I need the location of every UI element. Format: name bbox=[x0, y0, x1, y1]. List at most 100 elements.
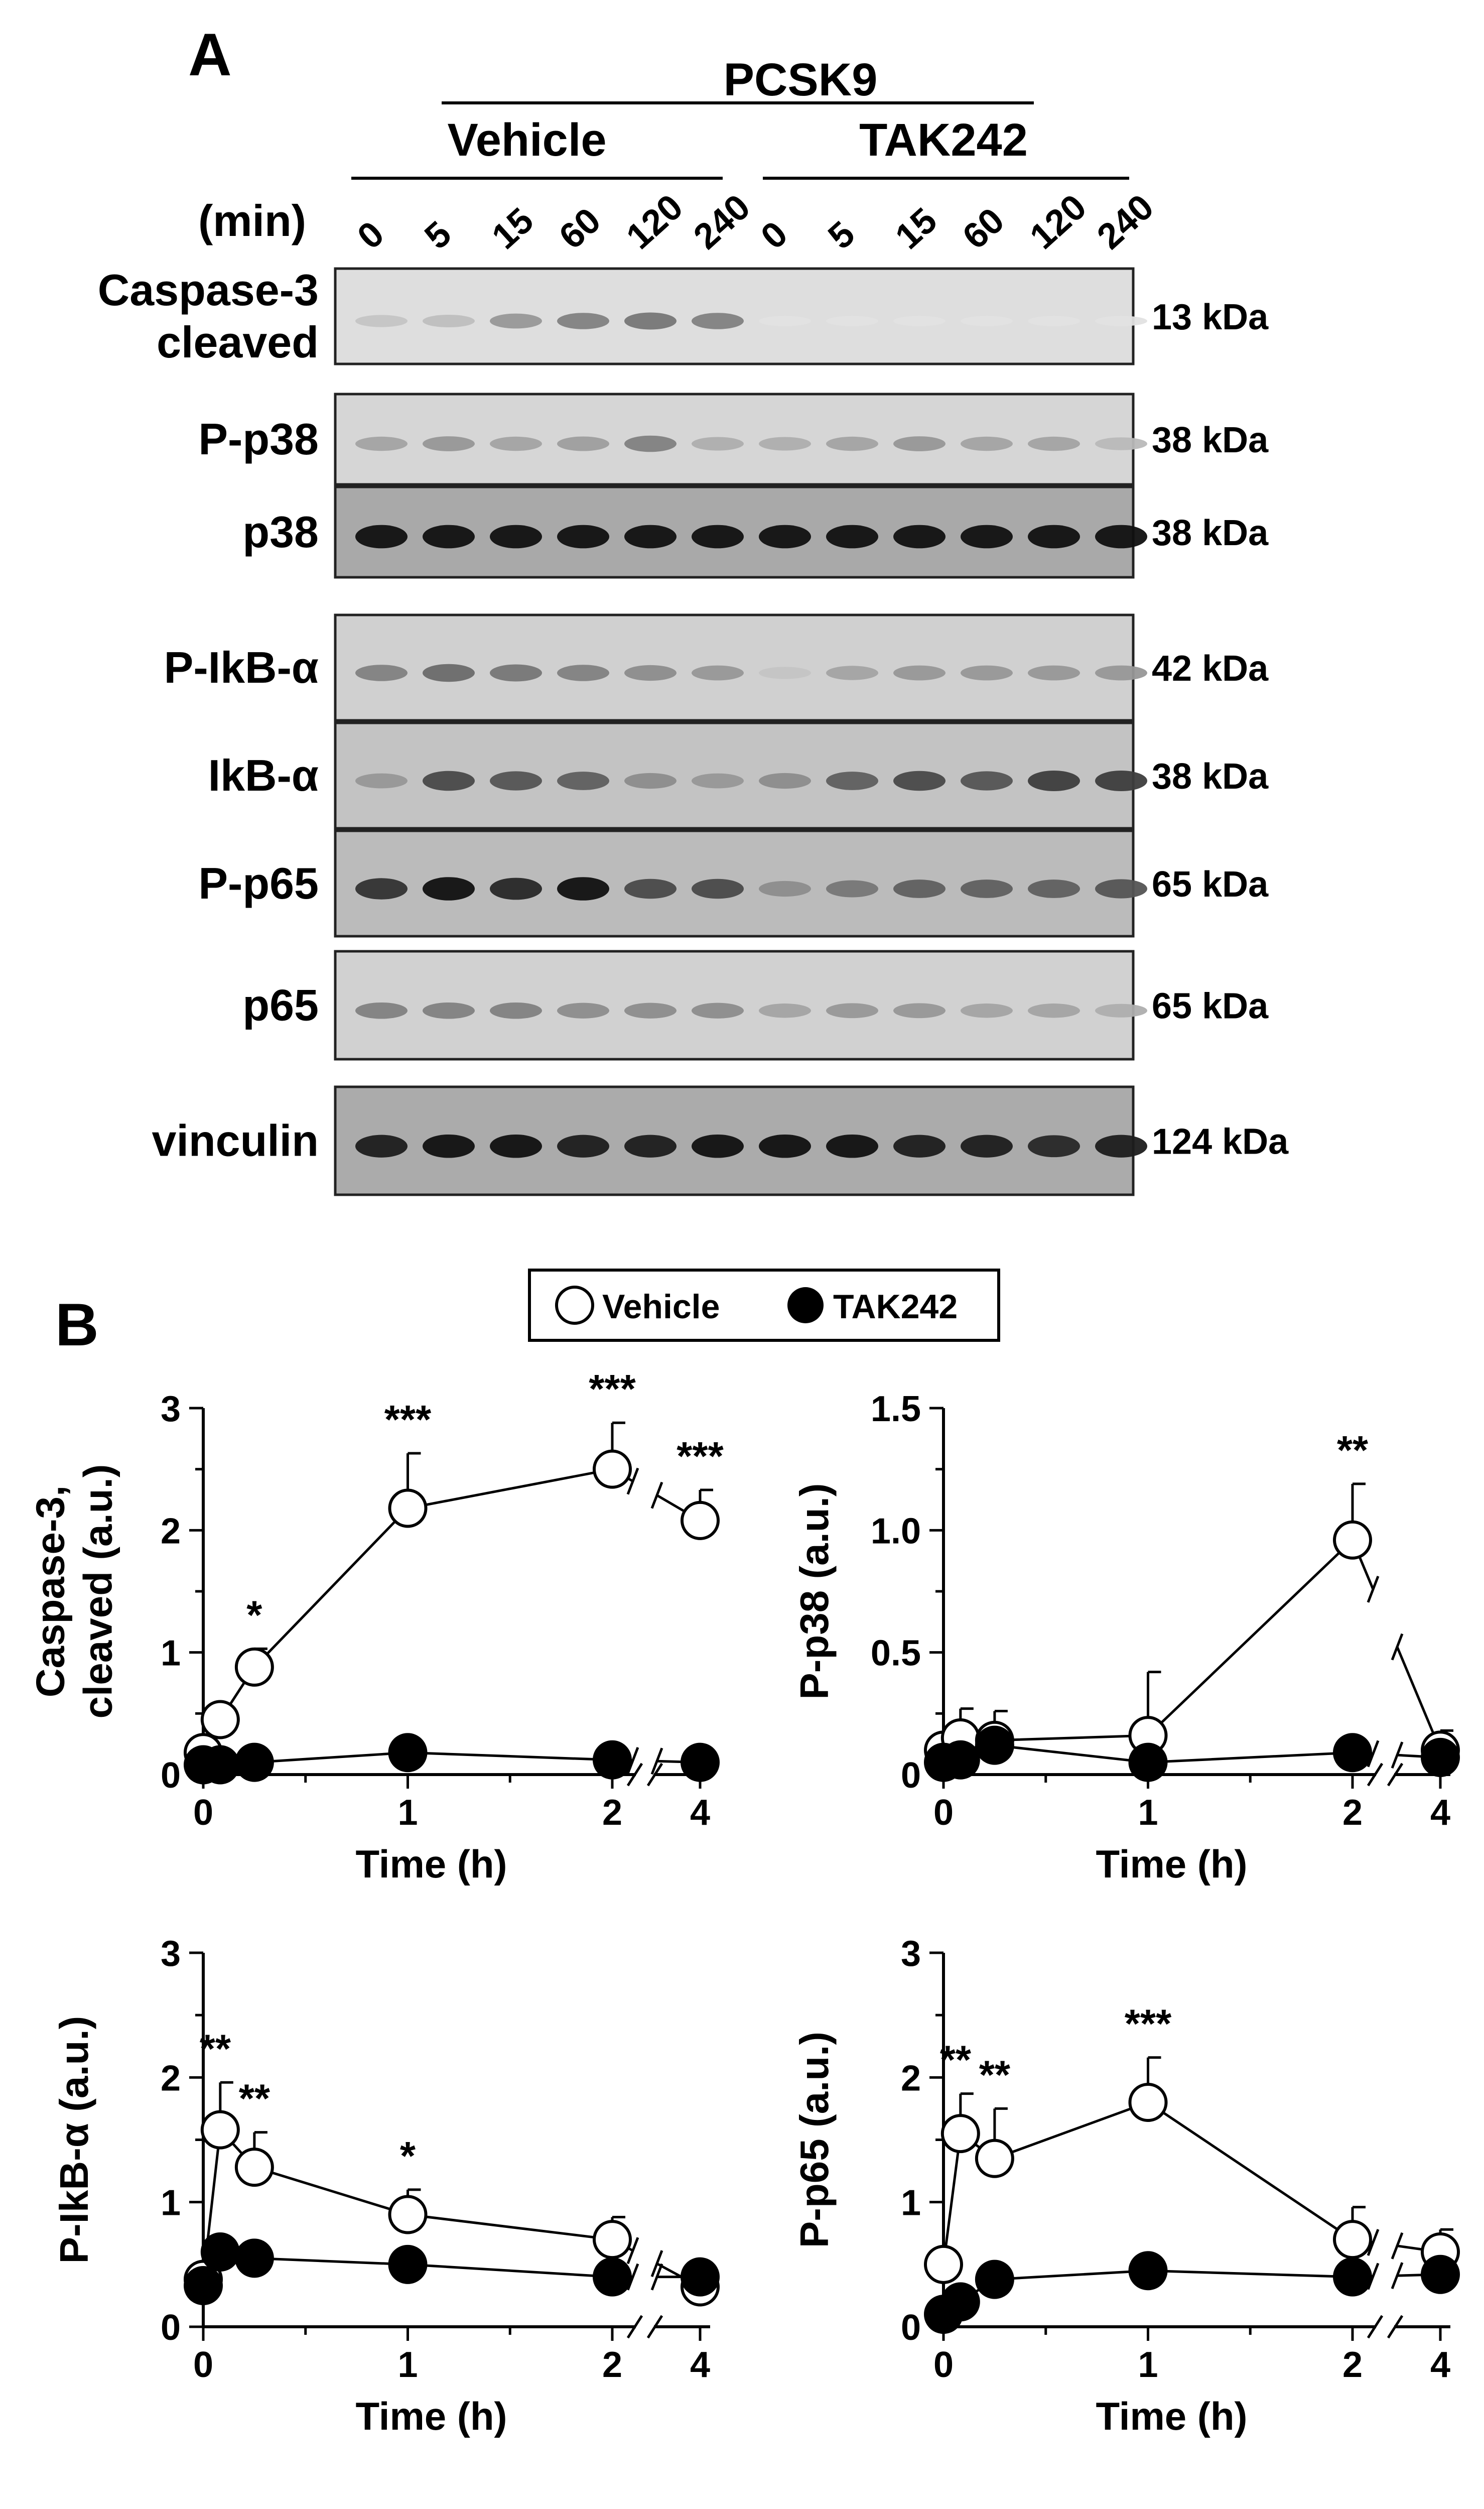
axis-break-mark bbox=[1367, 2315, 1384, 2339]
x-tick-label: 0 bbox=[193, 2345, 213, 2385]
time-point-label: 240 bbox=[1090, 187, 1161, 257]
line-break-mark bbox=[1391, 2232, 1404, 2260]
blot-band bbox=[692, 879, 744, 899]
data-point-tak242 bbox=[234, 2238, 274, 2278]
axis-break-mark bbox=[1387, 2315, 1404, 2339]
blot-band bbox=[624, 312, 677, 330]
blot-band bbox=[557, 877, 609, 901]
x-tick-label: 1 bbox=[1138, 2345, 1158, 2385]
blot-band bbox=[490, 664, 542, 682]
blot-band bbox=[355, 1002, 408, 1019]
blot-band bbox=[961, 525, 1013, 549]
blot-row-label: p65 bbox=[242, 980, 319, 1030]
series-vehicle bbox=[184, 2081, 720, 2307]
data-point-vehicle bbox=[200, 2110, 240, 2150]
blot-band bbox=[624, 665, 677, 681]
line-break-mark bbox=[1391, 1741, 1404, 1769]
x-axis-label: Time (h) bbox=[1096, 1842, 1248, 1886]
series-vehicle bbox=[184, 1421, 720, 1773]
y-tick-label: 0.5 bbox=[871, 1634, 921, 1674]
line-break-mark bbox=[650, 2263, 663, 2291]
data-point-tak242 bbox=[1421, 1737, 1460, 1777]
blot-band bbox=[826, 880, 878, 898]
blot-band bbox=[893, 525, 946, 549]
significance-marker: ** bbox=[200, 2026, 231, 2071]
blot-row-label: p38 bbox=[242, 507, 319, 557]
blot-band bbox=[759, 1134, 811, 1158]
blot-band bbox=[759, 1003, 811, 1018]
blot-band bbox=[1028, 1135, 1080, 1158]
time-point-label: 0 bbox=[350, 214, 391, 257]
blot-band bbox=[759, 773, 811, 789]
blot-band bbox=[557, 1135, 609, 1158]
molecular-weight-label: 38 kDa bbox=[1152, 757, 1269, 797]
data-point-vehicle bbox=[681, 1500, 720, 1540]
blot-band bbox=[423, 1134, 475, 1158]
data-point-tak242 bbox=[1128, 1742, 1168, 1782]
blot-band bbox=[692, 525, 744, 549]
significance-marker: * bbox=[246, 1592, 262, 1637]
significance-marker: *** bbox=[677, 1434, 724, 1478]
blot-band bbox=[1095, 525, 1147, 549]
x-axis-label: Time (h) bbox=[356, 1842, 507, 1886]
blot-band bbox=[557, 772, 609, 790]
blot-band bbox=[624, 435, 677, 452]
blot-band bbox=[423, 436, 475, 451]
significance-marker: *** bbox=[1125, 2001, 1172, 2046]
data-point-tak242 bbox=[681, 2257, 720, 2297]
data-point-tak242 bbox=[681, 1742, 720, 1782]
blot-band bbox=[961, 1003, 1013, 1018]
data-point-tak242 bbox=[234, 1742, 274, 1782]
x-tick-label: 0 bbox=[933, 1793, 954, 1833]
line-break-mark bbox=[650, 1747, 663, 1775]
blot-band bbox=[826, 1003, 878, 1019]
blot-row: P-IkB-α 42 kDa bbox=[164, 613, 1269, 722]
legend-label-tak242: TAK242 bbox=[833, 1288, 958, 1326]
axis-break-mark bbox=[1367, 1763, 1384, 1787]
time-point-label: 5 bbox=[417, 214, 459, 257]
blot-band bbox=[355, 525, 408, 549]
blot-band bbox=[624, 879, 677, 899]
time-point-label: 240 bbox=[686, 187, 758, 257]
series-tak242 bbox=[924, 1725, 1460, 1782]
blot-band bbox=[961, 436, 1013, 451]
y-axis-label: cleaved (a.u.) bbox=[76, 1464, 120, 1719]
x-tick-label: 0 bbox=[933, 2345, 954, 2385]
legend-marker-vehicle bbox=[555, 1286, 594, 1325]
blot-row: p65 65 kDa bbox=[242, 950, 1269, 1061]
data-point-tak242 bbox=[1421, 2254, 1460, 2294]
x-axis-label: Time (h) bbox=[356, 2394, 507, 2438]
time-point-label: 120 bbox=[619, 187, 691, 257]
line-break-mark bbox=[1367, 1575, 1380, 1603]
y-tick-label: 1.5 bbox=[871, 1389, 921, 1429]
legend: Vehicle TAK242 bbox=[528, 1269, 1000, 1342]
axis-break-mark bbox=[626, 1763, 643, 1787]
legend-box bbox=[528, 1269, 1000, 1342]
line-charts-panel: 0 1 2 3 0 1 2 4 Time (h) Caspase-3, cleaved (a.u.)… bbox=[28, 1366, 1460, 2438]
significance-marker: *** bbox=[384, 1397, 432, 1442]
blot-band bbox=[759, 667, 811, 679]
y-tick-label: 1.0 bbox=[871, 1511, 921, 1551]
blot-band bbox=[961, 1135, 1013, 1158]
x-axis-label: Time (h) bbox=[1096, 2394, 1248, 2438]
blot-band bbox=[1095, 1135, 1147, 1158]
blot-band bbox=[1028, 436, 1080, 451]
blot-band bbox=[557, 525, 609, 549]
blot-band bbox=[692, 665, 744, 681]
line-chart: 0 0.5 1.0 1.5 0 1 2 4 Time (h) P-p38 (a.u.) ** bbox=[792, 1389, 1460, 1886]
data-point-tak242 bbox=[1333, 2257, 1372, 2297]
blot-band bbox=[423, 1002, 475, 1019]
data-point-vehicle bbox=[200, 1700, 240, 1739]
treatment-label: PCSK9 bbox=[724, 54, 878, 105]
data-point-vehicle bbox=[940, 2114, 980, 2154]
x-tick-label: 1 bbox=[397, 1793, 418, 1833]
blot-band bbox=[893, 771, 946, 791]
significance-marker: ** bbox=[1337, 1428, 1369, 1472]
blot-band bbox=[624, 1002, 677, 1019]
molecular-weight-label: 65 kDa bbox=[1152, 986, 1269, 1027]
x-tick-label: 2 bbox=[602, 1793, 622, 1833]
significance-marker: * bbox=[400, 2134, 416, 2178]
